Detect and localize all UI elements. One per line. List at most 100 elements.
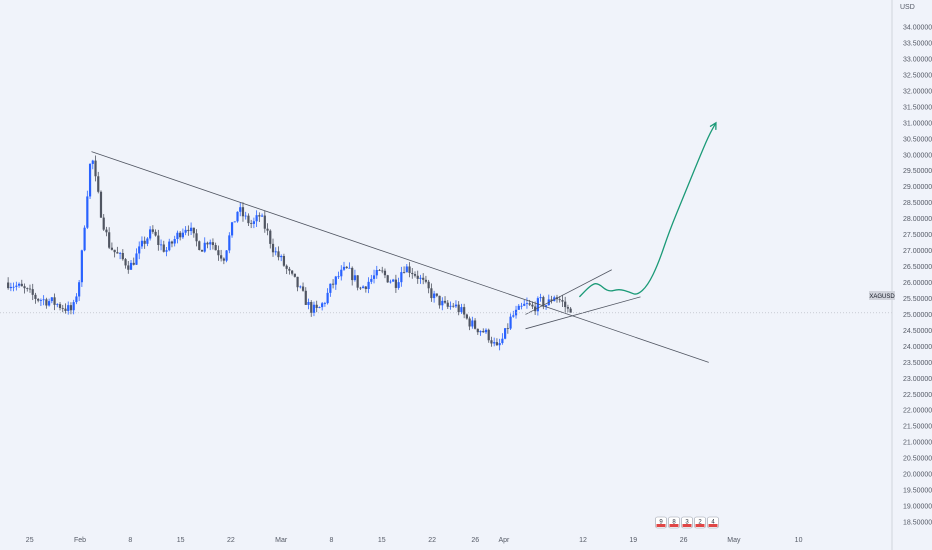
candle xyxy=(94,155,97,182)
candle xyxy=(337,271,340,279)
candle xyxy=(561,294,564,308)
event-marker-badge[interactable]: 9 xyxy=(655,516,667,529)
y-tick-label: 20.00000 xyxy=(903,472,932,479)
candle xyxy=(127,260,130,274)
candle xyxy=(422,273,425,285)
candle-body xyxy=(195,233,198,242)
candle-body xyxy=(523,303,526,306)
candle xyxy=(206,241,209,249)
candle-body xyxy=(550,299,553,302)
candle-body xyxy=(495,342,499,346)
candle xyxy=(217,245,220,261)
candle-body xyxy=(83,227,86,251)
x-tick-label: 12 xyxy=(579,537,587,544)
candle-body xyxy=(392,279,395,282)
candle-body xyxy=(179,232,182,238)
candle xyxy=(321,301,324,311)
candle-body xyxy=(378,269,381,271)
candle-body xyxy=(269,230,272,244)
candle-body xyxy=(39,300,43,301)
candle-body xyxy=(56,304,59,305)
candle xyxy=(271,238,275,257)
candle-body xyxy=(487,329,490,341)
x-tick-label: May xyxy=(727,537,741,544)
candle-body xyxy=(217,250,220,256)
candle xyxy=(168,238,171,252)
event-marker-badge[interactable]: 4 xyxy=(707,516,719,529)
flag-stripe xyxy=(656,524,666,527)
candle xyxy=(392,278,395,282)
candle xyxy=(512,310,515,318)
candle xyxy=(326,288,329,305)
candle-body xyxy=(471,320,474,327)
candle xyxy=(473,318,477,330)
x-tick-label: Feb xyxy=(74,537,86,544)
flag-stripe xyxy=(695,524,705,527)
candle-body xyxy=(138,246,141,254)
candle xyxy=(509,313,512,330)
resistance-trendline[interactable] xyxy=(91,151,709,363)
candle xyxy=(520,302,523,310)
candle-body xyxy=(498,343,501,346)
candle-body xyxy=(482,330,485,333)
event-marker-badge[interactable]: 8 xyxy=(668,516,680,529)
candle xyxy=(269,229,272,249)
candle xyxy=(493,337,496,347)
candle-body xyxy=(449,305,452,307)
candle xyxy=(449,301,452,310)
candle xyxy=(340,265,343,281)
candle-body xyxy=(211,242,215,246)
projection-path[interactable] xyxy=(578,122,717,298)
y-tick-label: 22.00000 xyxy=(903,408,932,415)
marker-count: 4 xyxy=(711,520,715,526)
candle-body xyxy=(443,300,447,303)
candle xyxy=(280,254,283,262)
candle-body xyxy=(135,253,138,265)
x-tick-label: 15 xyxy=(177,537,185,544)
candle-body xyxy=(228,235,231,251)
candle-body xyxy=(356,275,359,288)
candle-body xyxy=(97,176,100,192)
candle xyxy=(504,327,507,340)
candle-body xyxy=(15,285,18,287)
candle-body xyxy=(334,276,337,285)
candle-body xyxy=(9,286,12,289)
candle xyxy=(179,231,182,241)
x-tick-label: 25 xyxy=(26,537,34,544)
candle-body xyxy=(69,305,73,311)
event-marker-badge[interactable]: 3 xyxy=(681,516,693,529)
y-tick-label: 27.00000 xyxy=(903,248,932,255)
candle-body xyxy=(124,259,127,266)
event-markers[interactable]: 9 8 3 2 4 xyxy=(655,516,719,529)
candle xyxy=(244,211,247,220)
candle-body xyxy=(105,229,108,233)
candle xyxy=(69,302,73,315)
candle xyxy=(433,290,436,303)
candle-body xyxy=(132,262,135,265)
candle-body xyxy=(168,241,171,251)
candle-body xyxy=(26,288,29,289)
wedge-upper-line[interactable] xyxy=(525,269,612,315)
price-axis[interactable]: 18.50000 19.00000 19.50000 20.00000 20.50000… xyxy=(903,25,932,527)
candle xyxy=(334,275,337,290)
candle-body xyxy=(321,303,324,308)
candle xyxy=(189,222,193,235)
y-tick-label: 21.00000 xyxy=(903,440,932,447)
candle-body xyxy=(162,244,165,252)
candle-body xyxy=(542,297,545,307)
time-axis[interactable]: 25 Feb 8 15 22 Mar 8 15 22 26 Apr 12 19 26 May 10 xyxy=(26,537,803,544)
candle xyxy=(476,328,479,335)
candle xyxy=(441,297,444,311)
candle xyxy=(501,333,504,345)
event-marker-badge[interactable]: 2 xyxy=(694,516,706,529)
candle-body xyxy=(315,304,318,308)
candle-body xyxy=(430,288,433,299)
candle-body xyxy=(307,302,310,305)
candle xyxy=(525,297,529,309)
y-tick-label: 29.50000 xyxy=(903,168,932,175)
candle-body xyxy=(143,240,146,244)
candle-body xyxy=(397,282,400,288)
y-tick-label: 23.50000 xyxy=(903,360,932,367)
x-tick-label: 22 xyxy=(428,537,436,544)
